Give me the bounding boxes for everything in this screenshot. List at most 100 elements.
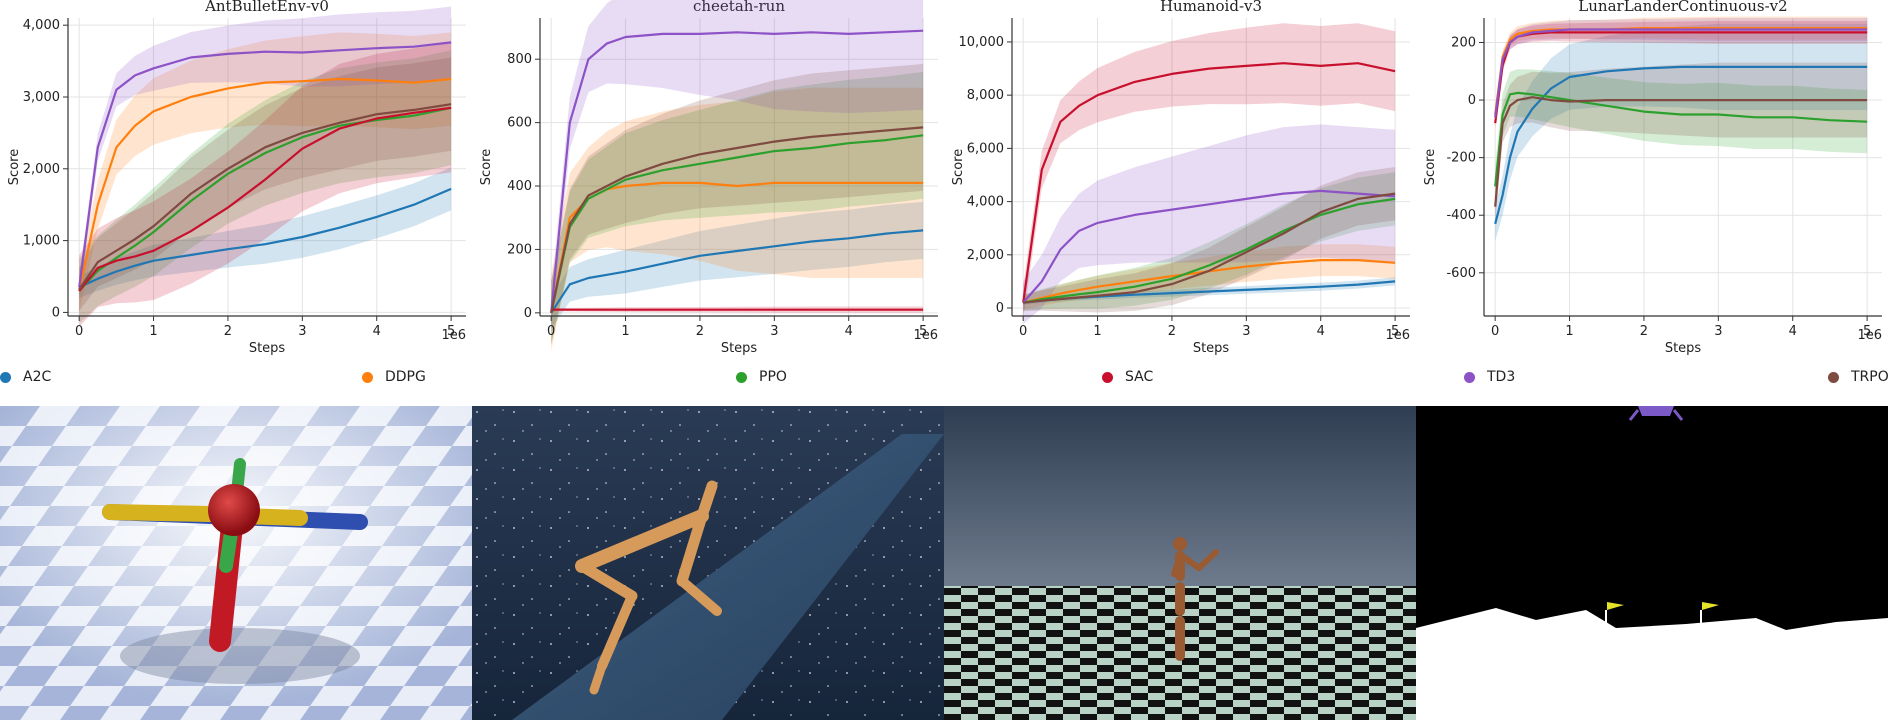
y-tick-label: 4,000 <box>23 18 60 33</box>
y-tick-label: 0 <box>1468 93 1476 108</box>
y-tick-label: 6,000 <box>967 141 1004 156</box>
x-tick-label: 5 <box>1391 324 1399 339</box>
series-line-ppo <box>1022 197 1396 304</box>
series-line-trpo <box>550 126 924 314</box>
confidence-band-a2c <box>551 201 924 329</box>
chart-title: LunarLanderContinuous-v2 <box>1578 0 1787 15</box>
legend-item-trpo: TRPO <box>1828 362 1888 392</box>
y-tick-label: 2,000 <box>967 248 1004 263</box>
y-tick-label: 0 <box>52 305 60 320</box>
y-tick-label: 1,000 <box>23 234 60 249</box>
chart-lunarlandercontinuous-v2: LunarLanderContinuous-v2 0 1 2 3 4 5 -600 -400 -2… <box>1423 0 1882 356</box>
legend-label: TRPO <box>1851 369 1888 385</box>
y-tick-label: -200 <box>1446 151 1476 166</box>
legend-label: SAC <box>1125 369 1154 385</box>
scene-humanoid-render <box>944 406 1416 720</box>
legend-swatch <box>362 371 373 383</box>
x-tick-label: 3 <box>298 324 306 339</box>
confidence-band-trpo <box>79 57 452 311</box>
series-line-trpo <box>78 103 452 291</box>
x-axis-label: Steps <box>1193 341 1230 356</box>
legend-swatch <box>1828 371 1839 383</box>
scene-cheetah-render <box>472 406 944 720</box>
chart-cheetah-run: cheetah-run 0 1 2 3 4 5 0 200 400 600 800 Steps 1e6 Sc… <box>479 0 938 356</box>
plot-area <box>1494 16 1868 242</box>
confidence-band-td3 <box>1023 124 1396 325</box>
legend-label: DDPG <box>385 369 426 385</box>
charts-row: AntBulletEnv-v0 0 1 2 3 4 5 0 1,000 2,000 3,000 4,0… <box>7 0 1882 356</box>
confidence-band-a2c <box>1495 23 1868 242</box>
plot-area <box>1022 23 1396 325</box>
series-line-ddpg <box>78 77 452 292</box>
legend-label: TD3 <box>1487 369 1516 385</box>
scene-ant-render <box>0 406 472 720</box>
confidence-band-sac <box>1023 23 1396 319</box>
series-line-a2c <box>1494 65 1868 225</box>
confidence-band-ddpg <box>551 87 924 351</box>
series-line-a2c <box>78 187 452 289</box>
x-tick-label: 5 <box>919 324 927 339</box>
y-tick-label: 0 <box>996 301 1004 316</box>
x-tick-label: 2 <box>1168 324 1176 339</box>
y-tick-label: 3,000 <box>23 90 60 105</box>
x-tick-label: 0 <box>547 324 555 339</box>
plot-area <box>550 0 924 351</box>
y-tick-label: 800 <box>507 52 532 67</box>
chart-title: Humanoid-v3 <box>1160 0 1262 15</box>
series-line-sac <box>78 106 452 292</box>
confidence-band-a2c <box>79 167 452 298</box>
plot-area <box>78 6 452 327</box>
chart-title: cheetah-run <box>693 0 785 15</box>
x-tick-label: 2 <box>224 324 232 339</box>
confidence-band-trpo <box>1023 167 1396 313</box>
y-tick-label: 2,000 <box>23 162 60 177</box>
series-line-trpo <box>1023 192 1396 304</box>
series-line-ppo <box>78 106 452 292</box>
x-axis-multiplier: 1e6 <box>913 328 938 343</box>
legend-label: PPO <box>759 369 787 385</box>
x-tick-label: 3 <box>1242 324 1250 339</box>
x-tick-label: 4 <box>1317 324 1325 339</box>
series-line-td3 <box>1494 28 1868 118</box>
x-tick-label: 3 <box>770 324 778 339</box>
x-tick-label: 4 <box>845 324 853 339</box>
legend-label: A2C <box>23 369 52 385</box>
x-tick-label: 3 <box>1714 324 1722 339</box>
legend-swatch <box>1102 371 1113 383</box>
confidence-band-sac <box>79 43 452 327</box>
y-axis-label: Score <box>951 149 966 185</box>
y-tick-label: 600 <box>507 116 532 131</box>
legend-item-ddpg: DDPG <box>362 362 426 392</box>
x-tick-label: 0 <box>1019 324 1027 339</box>
series-line-sac <box>1022 62 1396 303</box>
legend-item-a2c: A2C <box>0 362 51 392</box>
chart-humanoid-v3: Humanoid-v3 0 1 2 3 4 5 0 2,000 4,000 6,000 8,000 10… <box>951 0 1410 356</box>
legend-item-td3: TD3 <box>1464 362 1515 392</box>
confidence-band-ppo <box>1023 172 1396 311</box>
series-line-td3 <box>1022 189 1396 304</box>
y-axis-label: Score <box>7 149 22 185</box>
series-line-a2c <box>550 229 924 314</box>
y-tick-label: 0 <box>524 306 532 321</box>
legend-swatch <box>1464 371 1475 383</box>
series-line-ddpg <box>1022 259 1396 304</box>
chart-antbulletenv-v0: AntBulletEnv-v0 0 1 2 3 4 5 0 1,000 2,000 3,000 4,0… <box>7 0 466 356</box>
y-tick-label: 200 <box>507 242 532 257</box>
y-tick-label: 200 <box>1451 35 1476 50</box>
legend-item-sac: SAC <box>1102 362 1153 392</box>
y-axis-label: Score <box>479 149 494 185</box>
y-tick-label: 400 <box>507 179 532 194</box>
x-axis-multiplier: 1e6 <box>1857 328 1882 343</box>
x-tick-label: 1 <box>621 324 629 339</box>
series-line-trpo <box>1494 96 1868 207</box>
confidence-band-ppo <box>551 71 924 345</box>
x-axis-label: Steps <box>1665 341 1702 356</box>
x-tick-label: 1 <box>149 324 157 339</box>
series-line-td3 <box>78 41 452 288</box>
series-line-ppo <box>550 134 924 314</box>
x-tick-label: 4 <box>1789 324 1797 339</box>
x-tick-label: 5 <box>447 324 455 339</box>
y-tick-label: -400 <box>1446 208 1476 223</box>
x-axis-multiplier: 1e6 <box>441 328 466 343</box>
chart-title: AntBulletEnv-v0 <box>204 0 329 15</box>
